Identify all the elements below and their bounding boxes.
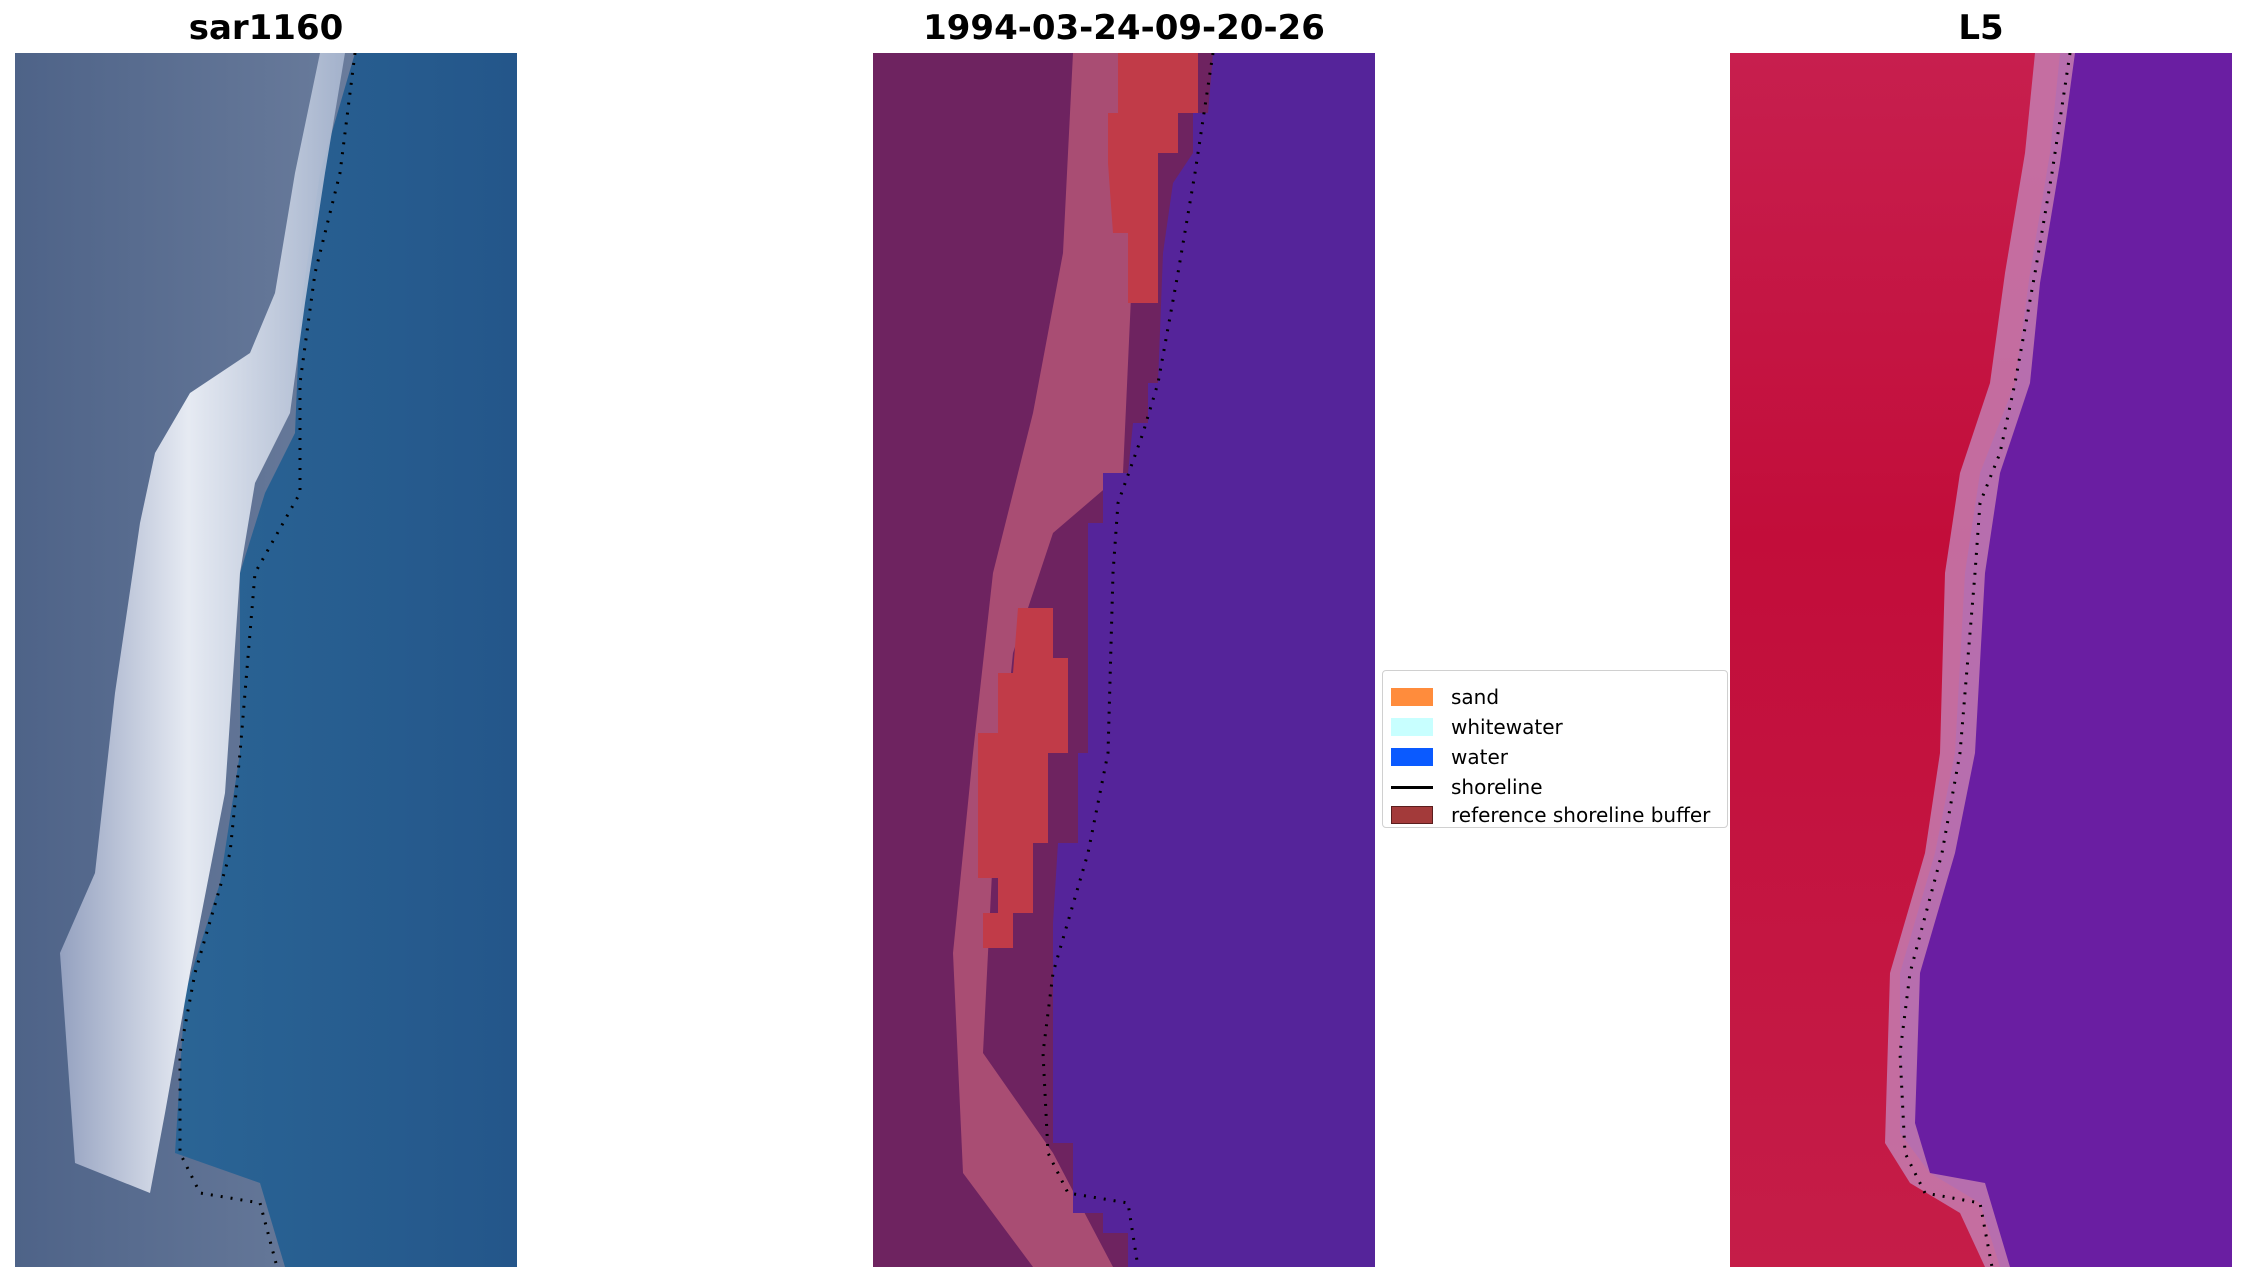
panel-title-classification: 1994-03-24-09-20-26 xyxy=(923,8,1325,48)
index-image-panel xyxy=(1730,53,2232,1267)
class-sand-patch-bottom xyxy=(978,608,1068,948)
classified-image xyxy=(873,53,1375,1267)
index-shoreline-edge xyxy=(1885,53,2075,1267)
class-water-area xyxy=(1053,53,1375,1267)
legend-swatch-water xyxy=(1391,748,1433,766)
rgb-shoreline xyxy=(178,53,357,1267)
legend-item-water: water xyxy=(1391,743,1508,771)
class-reference-buffer xyxy=(953,53,1143,1267)
rgb-sand-strip xyxy=(60,53,345,1193)
index-image xyxy=(1730,53,2232,1267)
legend-swatch-reference-buffer xyxy=(1391,806,1433,824)
rgb-image xyxy=(15,53,517,1267)
legend-label: shoreline xyxy=(1451,775,1543,799)
rgb-image-panel xyxy=(15,53,517,1267)
legend-item-shoreline: shoreline xyxy=(1391,773,1543,801)
legend-label: sand xyxy=(1451,685,1500,709)
legend-item-reference-buffer: reference shoreline buffer xyxy=(1391,801,1710,829)
legend-item-sand: sand xyxy=(1391,683,1499,711)
legend-swatch-whitewater xyxy=(1391,718,1433,736)
classification-panel xyxy=(873,53,1375,1267)
class-shoreline xyxy=(1041,53,1215,1267)
legend-item-whitewater: whitewater xyxy=(1391,713,1563,741)
legend-swatch-sand xyxy=(1391,688,1433,706)
index-land-area xyxy=(1730,53,2060,1267)
legend-line-shoreline xyxy=(1391,785,1433,789)
panel-title-index: L5 xyxy=(1958,8,2004,48)
legend: sand whitewater water shoreline referenc… xyxy=(1382,670,1728,828)
index-shoreline xyxy=(1898,53,2072,1267)
legend-label: whitewater xyxy=(1451,715,1563,739)
class-sand-patch-top xyxy=(1108,53,1198,303)
legend-label: reference shoreline buffer xyxy=(1451,803,1711,827)
legend-label: water xyxy=(1451,745,1508,769)
panel-title-rgb: sar1160 xyxy=(188,8,344,48)
